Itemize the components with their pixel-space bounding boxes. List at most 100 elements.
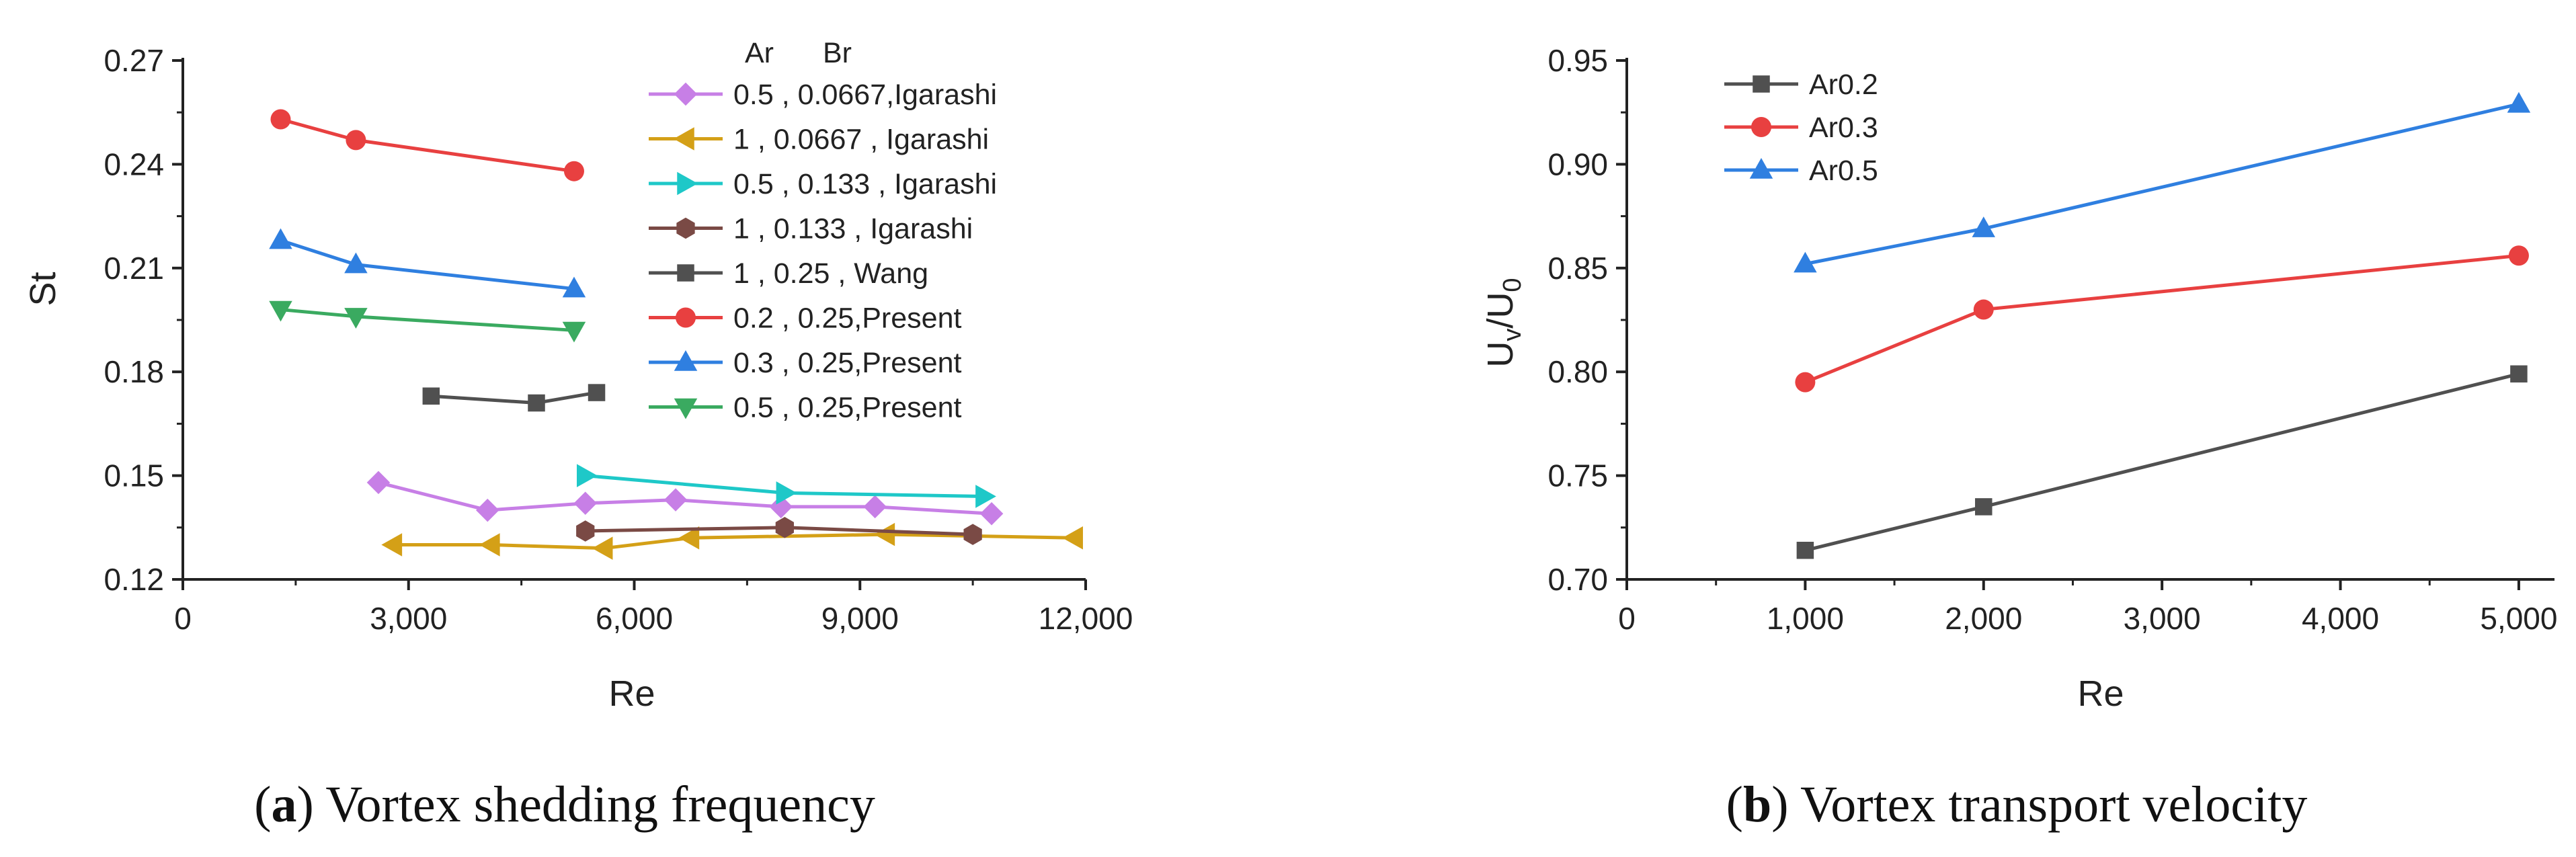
chart-a-series-3 [576, 517, 982, 545]
chart-a-legend-head-br: Br [823, 37, 852, 69]
chart-a-legend-marker [674, 350, 698, 371]
chart-b-ylabel-u: U [1480, 341, 1521, 368]
chart-a-legend-label: 0.5 , 0.0667,Igarashi [733, 79, 997, 111]
chart-a-data-point [1062, 526, 1083, 550]
chart-a-legend-label: 0.2 , 0.25,Present [733, 302, 961, 335]
chart-b-legend-label: Ar0.5 [1809, 155, 1878, 187]
chart-a-data-point [344, 252, 368, 274]
chart-a-data-point [775, 517, 794, 538]
chart-a-data-point [270, 109, 291, 130]
chart-a-data-point [562, 276, 586, 298]
chart-b-series-1 [1795, 245, 2529, 393]
chart-b-data-point [1794, 251, 1817, 273]
chart-b-legend: Ar0.2 Ar0.3 Ar0.5 [1724, 69, 1878, 187]
chart-b-caption-text: Vortex transport velocity [1800, 776, 2307, 833]
chart-a-data-point [769, 495, 793, 519]
chart-b-data-point [1973, 299, 1994, 320]
chart-a-data-point [776, 481, 797, 505]
chart-b-legend-marker [1753, 75, 1770, 93]
chart-a-legend-label: 0.5 , 0.25,Present [733, 392, 961, 424]
chart-a-xtick-label: 9,000 [821, 601, 899, 636]
chart-a-caption-text: Vortex shedding frequency [325, 776, 875, 833]
chart-a-data-point [577, 464, 598, 487]
chart-a-legend: 0.5 , 0.0667,Igarashi 1 , 0.0667 , Igaras… [649, 79, 997, 424]
chart-a-data-point [528, 394, 545, 412]
chart-b-caption-letter: b [1743, 776, 1771, 833]
chart-a-series-line [280, 239, 575, 291]
chart-b-series-line [1804, 102, 2520, 266]
chart-a-data-point [663, 488, 688, 512]
chart-b-legend-marker [1749, 158, 1773, 179]
chart-a-legend-label: 1 , 0.133 , Igarashi [733, 213, 973, 245]
chart-b-data-point [1972, 216, 1996, 237]
chart-b-series-line [1804, 372, 2520, 553]
chart-a-data-point [979, 501, 1004, 526]
chart-a-legend-marker [674, 127, 694, 151]
chart-b-caption: (b) Vortex transport velocity [1726, 776, 2308, 833]
chart-a-legend-label: 0.3 , 0.25,Present [733, 347, 961, 379]
chart-b-xtick-label: 1,000 [1767, 601, 1844, 636]
chart-b-xtick-label: 2,000 [1945, 601, 2022, 636]
chart-a-legend-marker [677, 264, 694, 282]
chart-a-data-point [863, 495, 887, 519]
chart-a-legend-label: 1 , 0.25 , Wang [733, 257, 928, 290]
chart-a-series-0 [366, 471, 1004, 526]
chart-a-data-point [588, 384, 606, 401]
chart-a-data-point [678, 526, 700, 550]
chart-a-data-point [874, 522, 895, 546]
chart-b-series-0 [1796, 365, 2528, 559]
chart-a-data-point [592, 536, 613, 560]
chart-a-series-line [393, 532, 1075, 550]
chart-b-data-point [1975, 498, 1993, 516]
chart-b-legend-marker [1751, 117, 1771, 137]
chart-b-ytick-label: 0.75 [1547, 458, 1608, 493]
chart-a-xlabel: Re [608, 674, 655, 714]
chart-a-ytick-label: 0.18 [104, 354, 164, 389]
chart-a-data-point [269, 300, 292, 322]
chart-a-series-line [280, 118, 575, 173]
chart-b-data-point [2507, 91, 2531, 113]
chart-a-data-point [573, 491, 598, 516]
chart-b-ytick-label: 0.95 [1547, 43, 1608, 78]
chart-a-ytick-label: 0.27 [104, 43, 164, 78]
chart-a-ytick-label: 0.12 [104, 562, 164, 597]
chart-a-legend-label: 1 , 0.0667 , Igarashi [733, 124, 989, 156]
chart-a-series-7 [269, 300, 586, 343]
chart-b-ylabel-mid: /U [1480, 292, 1521, 329]
chart-a-series-1 [381, 522, 1083, 560]
chart-b-xtick-label: 5,000 [2480, 601, 2557, 636]
chart-a-data-point [963, 524, 982, 545]
chart-b: 0.70 0.75 0.80 0.85 0.90 0.95 0 1,000 2,000 3,000… [1547, 43, 2557, 636]
chart-b-ylabel: Uv/U0 [1480, 278, 1527, 367]
chart-a-data-point [381, 533, 403, 557]
chart-b-data-point [1795, 372, 1816, 393]
chart-b-xtick-label: 4,000 [2302, 601, 2379, 636]
chart-a-legend-label: 0.5 , 0.133 , Igarashi [733, 168, 997, 200]
chart-a-data-point [366, 471, 391, 495]
chart-b-data-point [2508, 245, 2529, 266]
chart-a-legend-marker [676, 307, 696, 328]
chart-b-ylabel-sub-0: 0 [1498, 278, 1527, 292]
chart-a-data-point [422, 387, 440, 405]
chart-a-xtick-label: 0 [174, 601, 192, 636]
chart-a-caption: (a) Vortex shedding frequency [254, 776, 875, 833]
chart-a-ytick-label: 0.21 [104, 251, 164, 286]
chart-a-legend-marker [674, 82, 698, 106]
chart-b-xtick-label: 3,000 [2124, 601, 2201, 636]
chart-a-xtick-label: 3,000 [370, 601, 447, 636]
chart-a-series-line [280, 308, 575, 332]
chart-b-ytick-label: 0.80 [1547, 354, 1608, 389]
chart-b-legend-label: Ar0.2 [1809, 69, 1878, 101]
chart-a-legend-head-ar: Ar [745, 37, 774, 69]
chart-a-legend-marker [677, 171, 698, 196]
chart-a-series-4 [422, 384, 606, 412]
chart-a-xtick-label: 6,000 [596, 601, 673, 636]
chart-b-data-point [1796, 542, 1814, 559]
chart-b-ytick-label: 0.90 [1547, 147, 1608, 181]
chart-a-ylabel: St [23, 272, 63, 306]
chart-a-series-6 [269, 228, 586, 298]
chart-a-data-point [563, 161, 584, 181]
chart-b-series-line [1804, 253, 2520, 384]
chart-b-ytick-label: 0.85 [1547, 251, 1608, 286]
